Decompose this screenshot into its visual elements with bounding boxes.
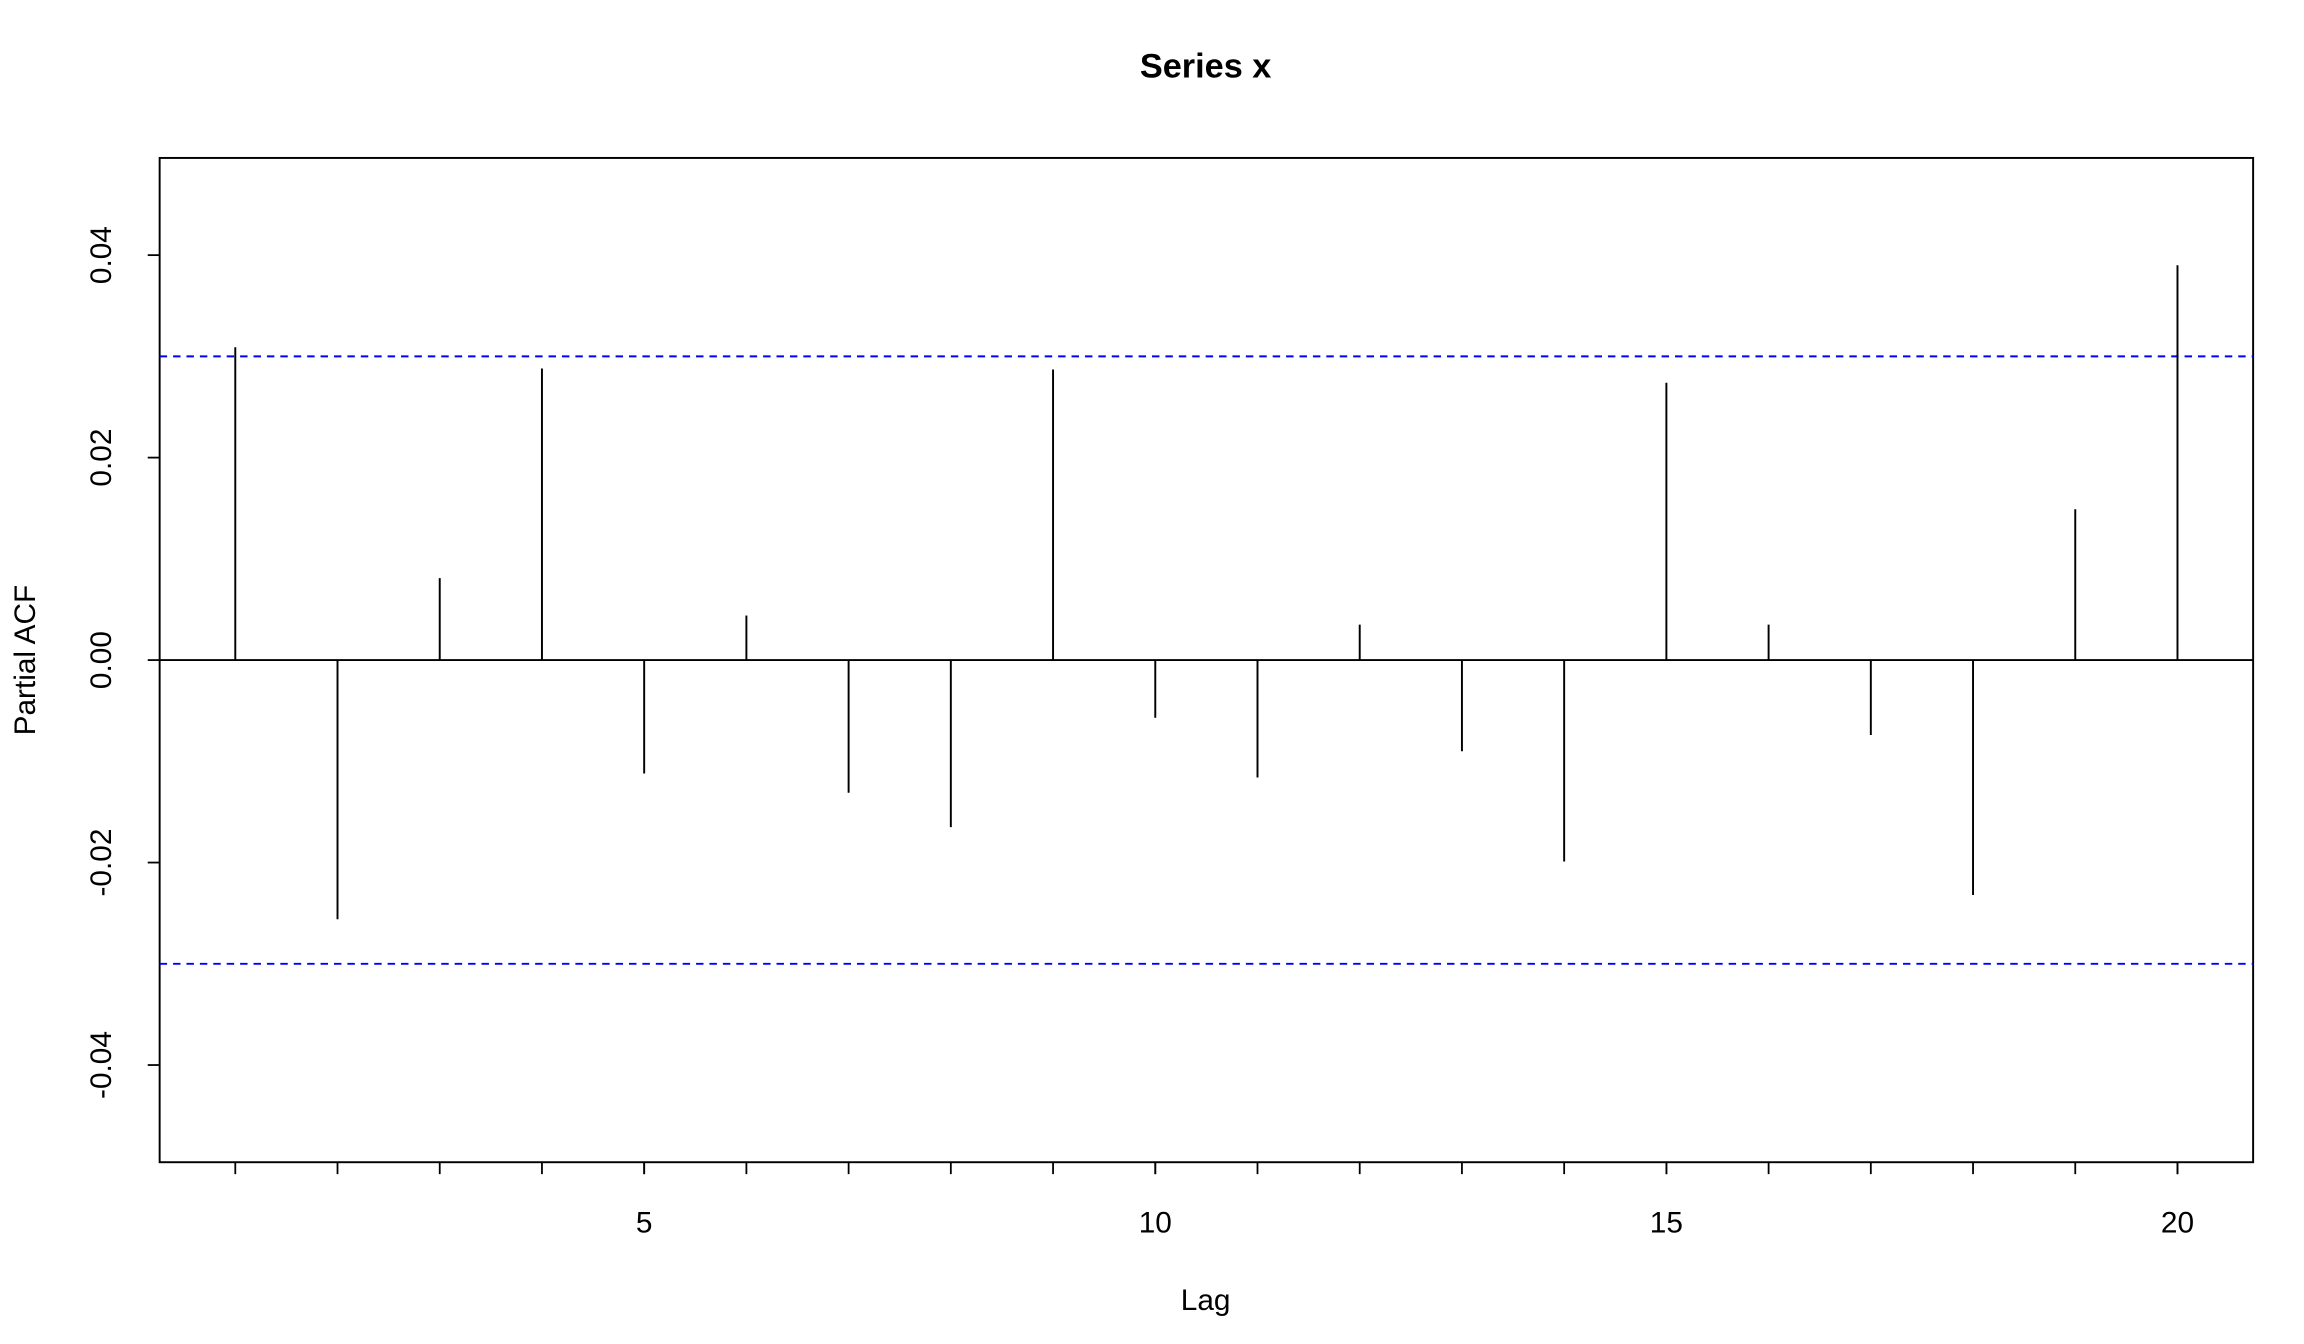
y-tick-label: -0.02 (85, 829, 118, 897)
y-tick-label: -0.04 (85, 1031, 118, 1099)
x-tick-label: 20 (2161, 1207, 2194, 1240)
chart-title: Series x (1140, 48, 1271, 86)
x-tick-label: 15 (1650, 1207, 1683, 1240)
x-tick-label: 5 (636, 1207, 653, 1240)
y-axis-label: Partial ACF (9, 585, 42, 736)
y-tick-label: 0.04 (85, 226, 118, 284)
x-tick-label: 10 (1139, 1207, 1172, 1240)
y-tick-label: 0.02 (85, 429, 118, 487)
x-axis-label: Lag (1181, 1284, 1231, 1317)
y-tick-label: 0.00 (85, 631, 118, 689)
